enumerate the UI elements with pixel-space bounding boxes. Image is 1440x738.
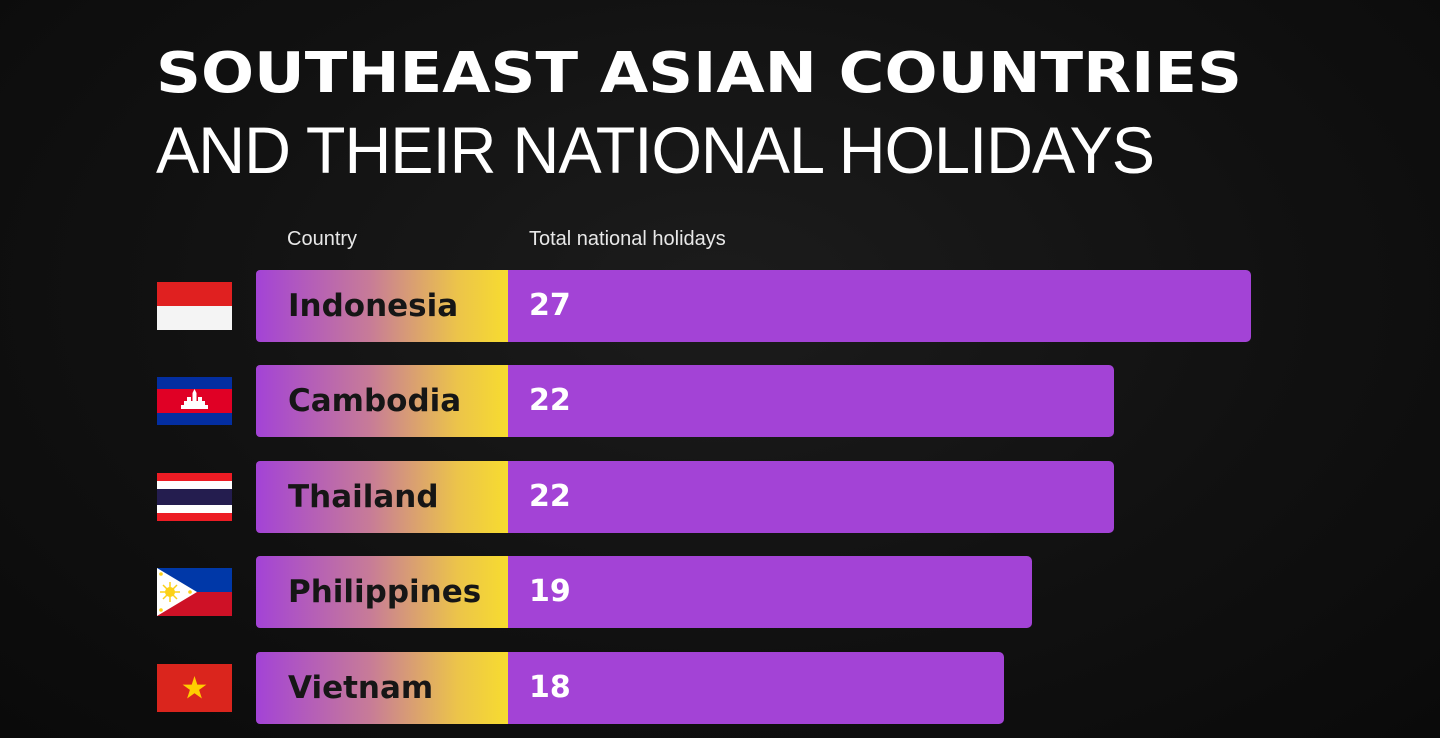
country-label-box: Thailand: [256, 461, 508, 533]
bar-row-indonesia: Indonesia 27: [0, 270, 1440, 342]
value-label: 18: [529, 670, 571, 705]
country-label-box: Philippines: [256, 556, 508, 628]
chart-title-line2: AND THEIR NATIONAL HOLIDAYS: [156, 113, 1155, 187]
value-bar: 27: [508, 270, 1251, 342]
value-label: 22: [529, 383, 571, 418]
country-label: Vietnam: [288, 670, 434, 706]
bar-row-thailand: Thailand 22: [0, 461, 1440, 533]
country-label: Indonesia: [288, 288, 459, 324]
chart-title-line1: SOUTHEAST ASIAN COUNTRIES: [156, 41, 1242, 106]
philippines-flag-icon: [157, 568, 232, 616]
thailand-flag-icon: [157, 473, 232, 521]
bar-row-vietnam: Vietnam 18: [0, 652, 1440, 724]
bar-row-cambodia: Cambodia 22: [0, 365, 1440, 437]
country-label-box: Cambodia: [256, 365, 508, 437]
country-label-box: Vietnam: [256, 652, 508, 724]
indonesia-flag-icon: [157, 282, 232, 330]
country-label: Thailand: [288, 479, 439, 515]
value-bar: 22: [508, 365, 1114, 437]
cambodia-flag-icon: [157, 377, 232, 425]
bar-row-philippines: Philippines 19: [0, 556, 1440, 628]
country-column-header: Country: [287, 228, 358, 250]
value-label: 27: [529, 288, 571, 323]
value-bar: 22: [508, 461, 1114, 533]
value-bar: 19: [508, 556, 1032, 628]
holidays-column-header: Total national holidays: [529, 228, 726, 250]
country-label: Philippines: [288, 574, 482, 610]
value-bar: 18: [508, 652, 1004, 724]
country-label-box: Indonesia: [256, 270, 508, 342]
vietnam-flag-icon: [157, 664, 232, 712]
value-label: 22: [529, 479, 571, 514]
value-label: 19: [529, 574, 571, 609]
country-label: Cambodia: [288, 383, 462, 419]
